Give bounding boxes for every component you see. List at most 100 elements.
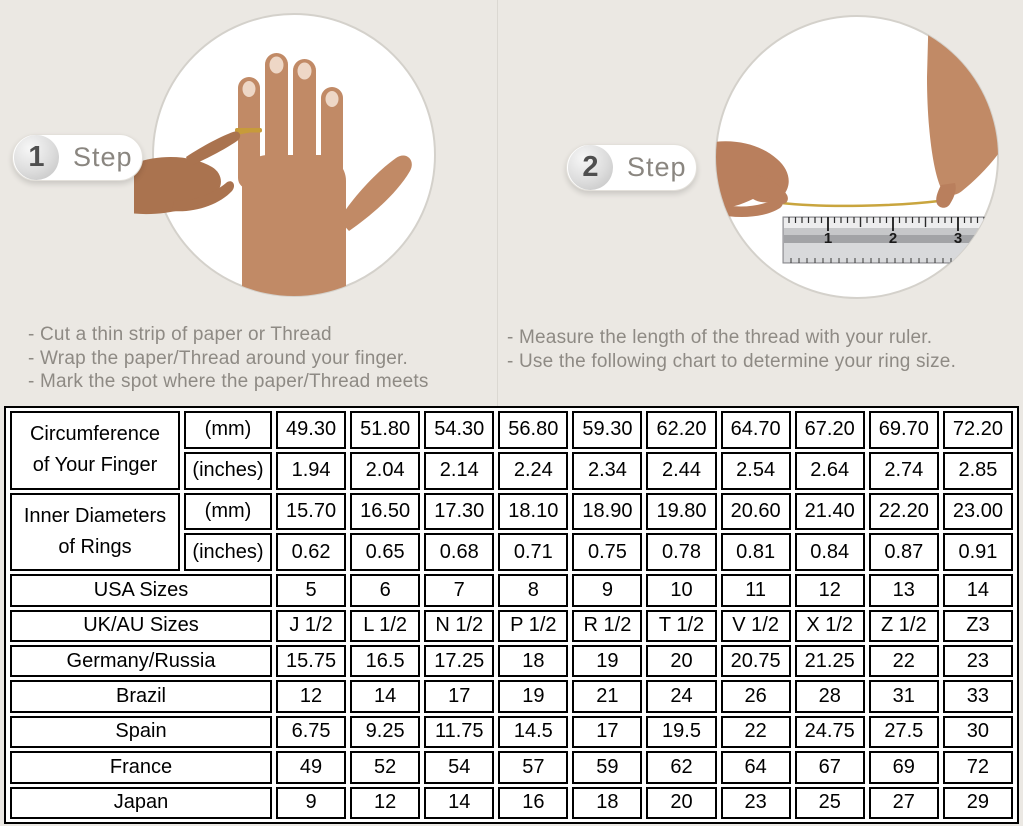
step1-instructions: - Cut a thin strip of paper or Thread - … <box>28 323 493 394</box>
row-group-label: Inner Diameters of Rings <box>10 492 180 572</box>
table-row: (inches) 0.62 0.65 0.68 0.71 0.75 0.78 0.81 0.84… <box>10 533 1013 572</box>
value-cell: 14 <box>942 574 1013 607</box>
table-row: Inner Diameters of Rings (mm) 15.70 16.50 17.… <box>10 492 1013 572</box>
value-cell: 0.78 <box>646 533 717 572</box>
value-cell: 0.68 <box>424 533 495 572</box>
table-row: UK/AU Sizes J 1/2 L 1/2 N 1/2 P 1/2 R 1/2 T 1/… <box>10 609 1013 642</box>
table-row: Brazil 12 14 17 19 21 24 26 28 31 33 <box>10 680 1013 713</box>
value-cell: 10 <box>646 574 717 607</box>
instruction-line: - Measure the length of the thread with … <box>507 327 933 348</box>
value-cell: 27.5 <box>868 715 939 749</box>
value-cell: 62 <box>646 751 717 784</box>
main-hand-illustration <box>235 53 412 296</box>
value-cell: 19 <box>572 644 643 678</box>
value-cell: 18 <box>572 786 643 819</box>
value-cell: 67 <box>794 751 865 784</box>
value-cell: N 1/2 <box>424 609 495 642</box>
instruction-line: - Mark the spot where the paper/Thread m… <box>28 371 429 392</box>
value-cell: R 1/2 <box>572 609 643 642</box>
step1-number-circle: 1 <box>14 135 59 180</box>
instruction-line: - Cut a thin strip of paper or Thread <box>28 324 332 345</box>
row-label: Spain <box>10 715 272 749</box>
value-cell: 13 <box>868 574 939 607</box>
value-cell: 0.91 <box>942 533 1013 572</box>
value-cell: 19.5 <box>646 715 717 749</box>
value-cell: 57 <box>498 751 569 784</box>
value-cell: 18.90 <box>572 492 643 531</box>
value-cell: 20 <box>646 644 717 678</box>
value-cell: 17 <box>572 715 643 749</box>
step-number: 1 <box>28 141 45 173</box>
value-cell: 33 <box>942 680 1013 713</box>
unit-cell: (mm) <box>184 492 272 531</box>
value-cell: 51.80 <box>350 411 421 449</box>
value-cell: 0.62 <box>276 533 347 572</box>
row-label: France <box>10 751 272 784</box>
value-cell: P 1/2 <box>498 609 569 642</box>
value-cell: 12 <box>276 680 347 713</box>
value-cell: 9 <box>572 574 643 607</box>
value-cell: 17.30 <box>424 492 495 531</box>
row-group-label-line: Inner Diameters <box>23 504 167 527</box>
value-cell: 2.44 <box>646 451 717 490</box>
value-cell: 0.87 <box>868 533 939 572</box>
value-cell: 12 <box>794 574 865 607</box>
value-cell: 5 <box>276 574 347 607</box>
value-cell: 25 <box>794 786 865 819</box>
value-cell: 18.10 <box>498 492 569 531</box>
value-cell: 17.25 <box>424 644 495 678</box>
value-cell: 6 <box>350 574 421 607</box>
value-cell: 29 <box>942 786 1013 819</box>
value-cell: 2.74 <box>868 451 939 490</box>
value-cell: 24.75 <box>794 715 865 749</box>
value-cell: 54 <box>424 751 495 784</box>
value-cell: 49.30 <box>276 411 347 449</box>
value-cell: 20.75 <box>720 644 791 678</box>
value-cell: 2.85 <box>942 451 1013 490</box>
value-cell: 19.80 <box>646 492 717 531</box>
value-cell: X 1/2 <box>794 609 865 642</box>
step-label: Step <box>627 152 687 182</box>
value-cell: 24 <box>646 680 717 713</box>
value-cell: Z 1/2 <box>868 609 939 642</box>
ruler-number: 3 <box>954 230 962 247</box>
table-row: USA Sizes 5 6 7 8 9 10 11 12 13 14 <box>10 574 1013 607</box>
row-label: USA Sizes <box>10 574 272 607</box>
helper-hand-illustration <box>134 130 250 215</box>
step1-badge: 1 Step <box>12 134 143 181</box>
ruler-number: 1 <box>824 230 832 247</box>
value-cell: 52 <box>350 751 421 784</box>
row-group-label-line: of Your Finger <box>32 454 158 477</box>
row-label: Germany/Russia <box>10 644 272 678</box>
ruler-number: 2 <box>889 230 897 247</box>
value-cell: 16.5 <box>350 644 421 678</box>
row-label: Brazil <box>10 680 272 713</box>
value-cell: 62.20 <box>646 411 717 449</box>
value-cell: 21.25 <box>794 644 865 678</box>
value-cell: 9.25 <box>350 715 421 749</box>
row-group-label-line: Circumference <box>29 423 161 446</box>
value-cell: 0.81 <box>720 533 791 572</box>
value-cell: L 1/2 <box>350 609 421 642</box>
value-cell: J 1/2 <box>276 609 347 642</box>
step-number: 2 <box>582 151 599 183</box>
value-cell: 0.84 <box>794 533 865 572</box>
value-cell: 7 <box>424 574 495 607</box>
value-cell: 21 <box>572 680 643 713</box>
value-cell: 69.70 <box>868 411 939 449</box>
value-cell: 27 <box>868 786 939 819</box>
step2-number-circle: 2 <box>568 145 613 190</box>
value-cell: 1.94 <box>276 451 347 490</box>
vertical-divider <box>497 0 498 406</box>
value-cell: 2.64 <box>794 451 865 490</box>
value-cell: 11.75 <box>424 715 495 749</box>
value-cell: 8 <box>498 574 569 607</box>
value-cell: 14.5 <box>498 715 569 749</box>
value-cell: 0.75 <box>572 533 643 572</box>
step1-photo-hand-with-thread <box>134 13 436 297</box>
table-row: Japan 9 12 14 16 18 20 23 25 27 29 <box>10 786 1013 819</box>
right-hand-illustration <box>927 16 998 208</box>
value-cell: 30 <box>942 715 1013 749</box>
value-cell: 14 <box>424 786 495 819</box>
